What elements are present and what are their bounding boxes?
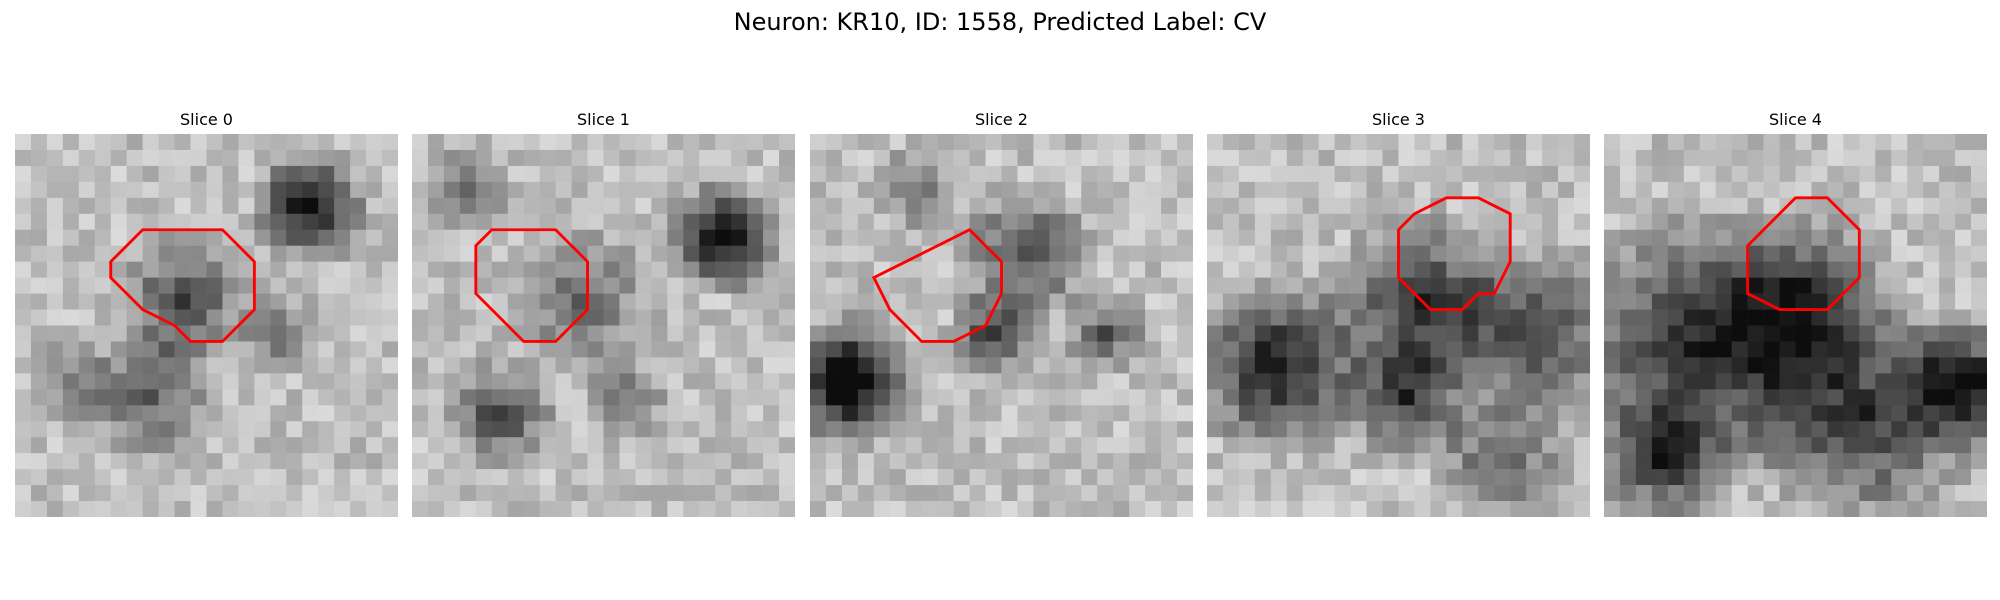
slice-image <box>810 134 1193 517</box>
slice-panel-0: Slice 0 <box>15 108 398 517</box>
slice-title: Slice 3 <box>1372 110 1425 129</box>
slice-title: Slice 2 <box>975 110 1028 129</box>
roi-contour <box>1397 196 1512 311</box>
roi-contour <box>871 228 1003 343</box>
slice-title: Slice 4 <box>1769 110 1822 129</box>
roi-contour <box>1746 196 1861 311</box>
slice-panel-4: Slice 4 <box>1604 108 1987 517</box>
slice-title: Slice 0 <box>180 110 233 129</box>
slice-image <box>412 134 795 517</box>
slice-panel-2: Slice 2 <box>810 108 1193 517</box>
roi-contour <box>109 228 256 343</box>
slice-panel-1: Slice 1 <box>412 108 795 517</box>
figure-title: Neuron: KR10, ID: 1558, Predicted Label:… <box>733 8 1267 36</box>
slice-title: Slice 1 <box>577 110 630 129</box>
slice-image <box>1604 134 1987 517</box>
slice-panel-3: Slice 3 <box>1207 108 1590 517</box>
slice-image <box>1207 134 1590 517</box>
roi-contour <box>474 228 589 343</box>
slice-image <box>15 134 398 517</box>
